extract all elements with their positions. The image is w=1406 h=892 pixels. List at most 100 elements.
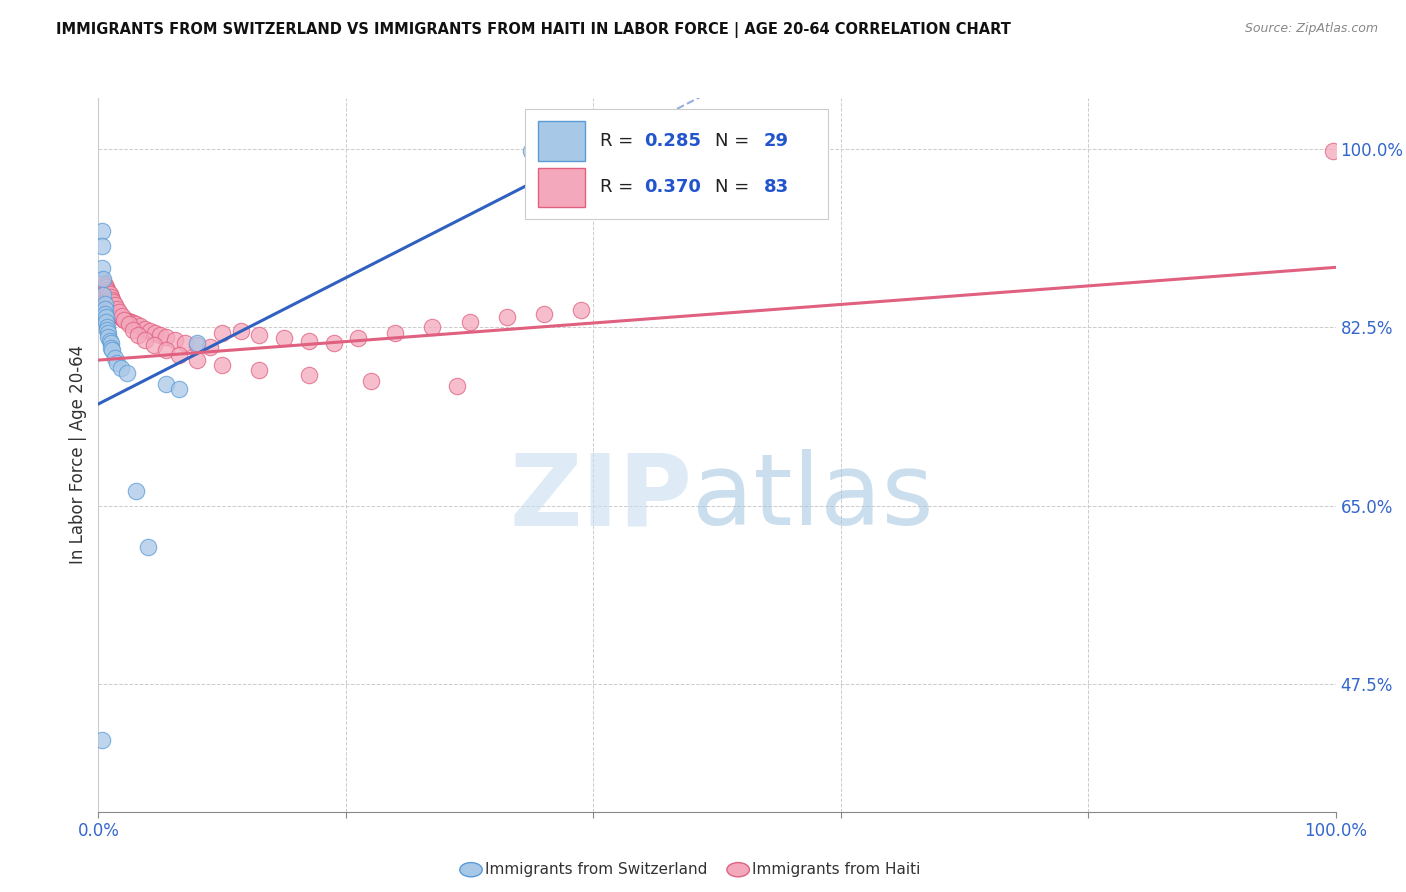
Text: R =: R = bbox=[599, 132, 638, 150]
Point bbox=[103, 295, 125, 310]
Point bbox=[91, 279, 114, 293]
Point bbox=[520, 144, 543, 158]
Point bbox=[129, 319, 152, 334]
Point bbox=[458, 315, 481, 329]
Point bbox=[247, 363, 270, 377]
Point bbox=[97, 285, 120, 299]
Point bbox=[93, 289, 115, 303]
Point bbox=[117, 314, 139, 328]
Text: ZIP: ZIP bbox=[509, 450, 692, 546]
Point bbox=[91, 272, 114, 286]
Point bbox=[97, 326, 120, 340]
Text: atlas: atlas bbox=[692, 450, 934, 546]
Text: Immigrants from Switzerland: Immigrants from Switzerland bbox=[485, 863, 707, 877]
Point bbox=[100, 335, 122, 350]
Point bbox=[149, 327, 172, 342]
Point bbox=[110, 310, 132, 325]
Point bbox=[134, 333, 156, 347]
Point bbox=[105, 302, 128, 317]
Point bbox=[98, 300, 121, 314]
Point bbox=[533, 307, 555, 321]
Text: Immigrants from Haiti: Immigrants from Haiti bbox=[752, 863, 921, 877]
Point bbox=[211, 326, 233, 340]
Point bbox=[96, 293, 118, 308]
Point bbox=[495, 310, 517, 325]
Point bbox=[107, 308, 129, 322]
Point bbox=[93, 276, 115, 290]
Text: Source: ZipAtlas.com: Source: ZipAtlas.com bbox=[1244, 22, 1378, 36]
Point bbox=[93, 307, 115, 321]
Point bbox=[569, 303, 592, 318]
Point bbox=[94, 293, 117, 307]
Point bbox=[93, 297, 115, 311]
Text: 29: 29 bbox=[763, 132, 789, 150]
Point bbox=[101, 303, 124, 318]
Point bbox=[110, 361, 132, 376]
Point bbox=[122, 322, 145, 336]
Point bbox=[229, 324, 252, 338]
Point bbox=[94, 279, 117, 293]
Point bbox=[98, 286, 121, 301]
Point bbox=[93, 302, 115, 317]
Point bbox=[103, 305, 125, 319]
Point bbox=[93, 286, 115, 301]
Point bbox=[186, 338, 208, 352]
Point bbox=[124, 318, 146, 332]
Point bbox=[91, 239, 114, 253]
Point bbox=[97, 329, 120, 343]
Point bbox=[124, 483, 146, 498]
Point bbox=[155, 376, 177, 391]
Point bbox=[96, 283, 118, 297]
Point bbox=[186, 353, 208, 368]
Point bbox=[167, 382, 190, 396]
Text: 0.285: 0.285 bbox=[644, 132, 702, 150]
Point bbox=[100, 290, 122, 304]
Point bbox=[97, 297, 120, 311]
Text: R =: R = bbox=[599, 178, 638, 196]
Point bbox=[98, 334, 121, 348]
Point bbox=[103, 351, 125, 365]
Point bbox=[136, 540, 159, 554]
Point bbox=[384, 326, 406, 340]
Point bbox=[108, 305, 131, 319]
Point bbox=[97, 298, 120, 312]
Point bbox=[103, 306, 125, 320]
Point bbox=[94, 291, 117, 305]
Y-axis label: In Labor Force | Age 20-64: In Labor Force | Age 20-64 bbox=[69, 345, 87, 565]
Point bbox=[112, 313, 135, 327]
Point bbox=[94, 315, 117, 329]
Point bbox=[94, 310, 117, 325]
Point bbox=[111, 311, 134, 326]
Point bbox=[93, 288, 115, 302]
Point bbox=[103, 298, 125, 312]
Point bbox=[118, 318, 141, 332]
Point bbox=[198, 340, 221, 354]
Point bbox=[298, 368, 321, 383]
Point bbox=[100, 301, 122, 315]
Point bbox=[247, 327, 270, 342]
Point bbox=[155, 343, 177, 357]
Point bbox=[93, 283, 115, 297]
Point bbox=[446, 378, 468, 392]
Point bbox=[100, 341, 122, 355]
Point bbox=[127, 327, 149, 342]
Text: 83: 83 bbox=[763, 178, 789, 196]
Point bbox=[96, 295, 118, 310]
Point bbox=[422, 320, 444, 334]
Point bbox=[167, 348, 190, 362]
Bar bbox=[537, 121, 585, 161]
Point bbox=[211, 358, 233, 372]
Point bbox=[1322, 144, 1344, 158]
Bar bbox=[537, 168, 585, 207]
Text: N =: N = bbox=[714, 132, 755, 150]
Point bbox=[134, 321, 156, 335]
Point bbox=[120, 315, 142, 329]
Point bbox=[96, 320, 118, 334]
Point bbox=[273, 331, 295, 345]
Point bbox=[101, 293, 124, 307]
Point bbox=[91, 224, 114, 238]
FancyBboxPatch shape bbox=[526, 109, 828, 219]
Text: 0.370: 0.370 bbox=[644, 178, 702, 196]
Point bbox=[139, 324, 162, 338]
Point bbox=[165, 333, 187, 347]
